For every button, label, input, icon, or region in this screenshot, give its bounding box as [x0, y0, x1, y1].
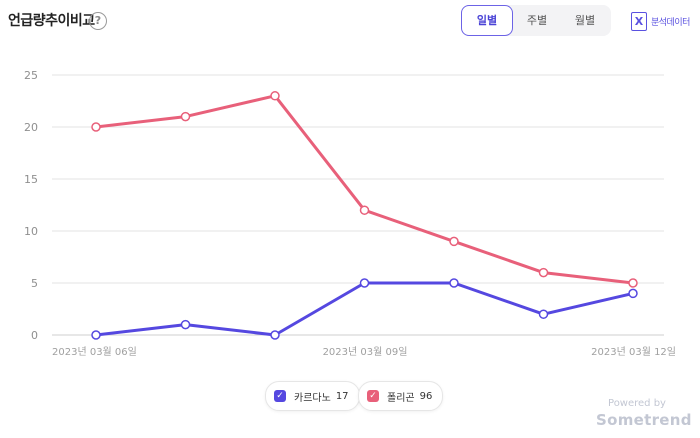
y-tick-label: 0	[31, 329, 38, 342]
help-icon[interactable]: ?	[89, 12, 107, 30]
series-line-1	[94, 94, 635, 285]
data-point	[359, 205, 370, 215]
data-point	[628, 278, 638, 288]
y-tick-label: 20	[24, 121, 38, 134]
data-point	[270, 330, 280, 340]
x-tick-label: 2023년 03월 12일	[591, 346, 676, 358]
x-axis-ticks: 2023년 03월 06일 2023년 03월 09일 2023년 03월 12일	[52, 346, 676, 358]
powered-by-label: Powered by	[608, 398, 666, 409]
tab-weekly[interactable]: 주별	[526, 14, 548, 27]
export-data-label: 분석데이터	[651, 17, 690, 28]
period-toggle: 일별 주별 월별	[461, 5, 611, 36]
legend-item-cardano[interactable]: ✓ 카르다노 17	[265, 381, 360, 411]
legend-item-polygon[interactable]: ✓ 폴리곤 96	[358, 381, 444, 411]
brand-logo: Sometrend	[596, 411, 692, 429]
tab-monthly[interactable]: 월별	[574, 14, 596, 27]
data-point	[449, 236, 459, 247]
x-tick-label: 2023년 03월 09일	[323, 346, 408, 358]
data-point	[538, 267, 549, 278]
data-point	[628, 288, 638, 299]
checkbox-icon: ✓	[274, 390, 286, 402]
y-axis-ticks: 0 5 10 15 20 25	[24, 69, 38, 342]
y-tick-label: 15	[24, 173, 38, 186]
data-point	[538, 309, 549, 319]
data-point	[180, 319, 191, 330]
data-point	[91, 330, 101, 340]
excel-icon: X	[631, 11, 647, 31]
data-point	[359, 278, 370, 288]
series-lines	[94, 94, 635, 337]
legend-label: 카르다노	[294, 392, 331, 404]
y-tick-label: 10	[24, 225, 38, 238]
series-points	[91, 91, 638, 340]
data-point	[449, 278, 459, 288]
data-point	[91, 122, 101, 132]
tab-daily[interactable]: 일별	[461, 5, 513, 36]
y-tick-label: 25	[24, 69, 38, 82]
export-data-button[interactable]: X 분석데이터	[631, 11, 690, 31]
legend-label: 폴리곤	[387, 392, 415, 404]
x-tick-label: 2023년 03월 06일	[52, 346, 137, 358]
legend-count: 17	[335, 390, 349, 402]
chart-title: 언급량추이비교	[8, 13, 95, 29]
data-point	[270, 91, 280, 101]
legend-count: 96	[419, 390, 433, 402]
series-line-0	[94, 281, 635, 337]
y-tick-label: 5	[31, 277, 38, 290]
chart-grid	[52, 74, 664, 336]
checkbox-icon: ✓	[367, 390, 379, 402]
data-point	[180, 111, 191, 122]
